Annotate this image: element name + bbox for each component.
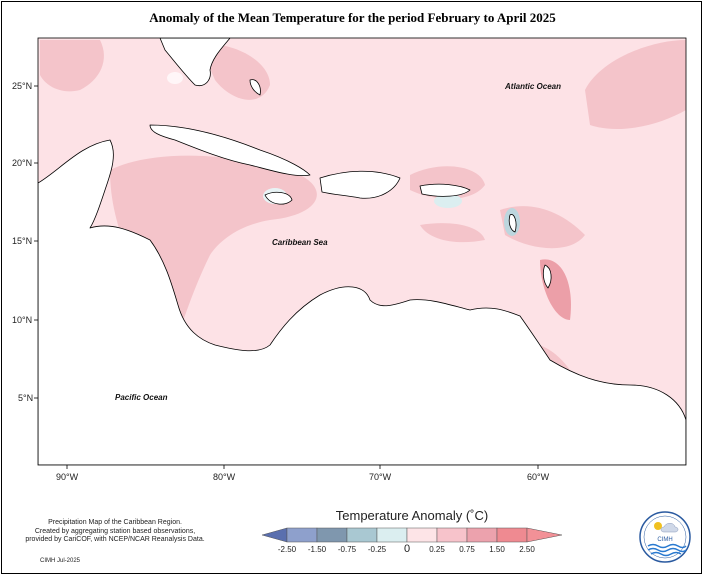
svg-text:CIMH: CIMH xyxy=(657,537,672,543)
lat-tick-10: 10°N xyxy=(12,315,33,325)
legend-title: Temperature Anomaly (˚C) xyxy=(335,508,489,523)
cuba-land xyxy=(149,124,311,177)
lat-tick-25: 25°N xyxy=(12,81,33,91)
colorbar-tick: 1.50 xyxy=(489,545,505,554)
map-title: Anomaly of the Mean Temperature for the … xyxy=(149,10,556,25)
colorbar-segment-5 xyxy=(376,527,408,543)
credits-text: Precipitation Map of the Caribbean Regio… xyxy=(25,519,205,543)
warm-anomaly-gulf xyxy=(40,40,104,92)
colorbar-tick: -0.75 xyxy=(337,545,357,554)
lat-tick-5: 5°N xyxy=(18,393,34,403)
lon-tick-90: 90°W xyxy=(56,472,79,482)
colorbar-tick: 0.25 xyxy=(429,545,445,554)
bahamas-land xyxy=(249,79,261,96)
credits-date: CIMH Jul-2025 xyxy=(40,558,81,564)
cimh-logo-icon: CIMH xyxy=(639,511,691,563)
warm-anomaly-lesser-antilles xyxy=(500,206,585,249)
colorbar-segment-2 xyxy=(286,527,318,543)
lon-tick-70: 70°W xyxy=(369,472,392,482)
warm-anomaly-east-caribbean xyxy=(420,223,485,243)
central-south-america-land xyxy=(38,139,686,465)
colorbar-tick: 2.50 xyxy=(519,545,535,554)
colorbar-segment-9 xyxy=(496,527,528,543)
colorbar-tick: -1.50 xyxy=(307,545,327,554)
pacific-ocean-label: Pacific Ocean xyxy=(115,393,168,402)
colorbar-tick: 0 xyxy=(403,543,411,555)
cool-anomaly-hispaniola xyxy=(434,194,462,208)
colorbar-tick: 0.75 xyxy=(459,545,475,554)
cool-anomaly-florida xyxy=(167,72,183,84)
colorbar-tick: -2.50 xyxy=(277,545,297,554)
colorbar-segment-1 xyxy=(261,527,288,543)
colorbar xyxy=(261,527,563,543)
hispaniola-land xyxy=(319,170,401,199)
colorbar-tick: -0.25 xyxy=(367,545,387,554)
colorbar-segment-8 xyxy=(466,527,498,543)
jamaica-land xyxy=(264,191,293,205)
trinidad-land xyxy=(542,264,552,289)
lat-tick-15: 15°N xyxy=(12,236,33,246)
colorbar-segment-7 xyxy=(436,527,468,543)
guadeloupe-land xyxy=(508,214,517,233)
colorbar-segment-4 xyxy=(346,527,378,543)
atlantic-ocean-label: Atlantic Ocean xyxy=(505,82,562,91)
warm-anomaly-atlantic xyxy=(585,40,686,130)
florida-land xyxy=(159,38,231,87)
lon-tick-60: 60°W xyxy=(527,472,550,482)
colorbar-segment-6 xyxy=(406,527,438,543)
puerto-rico-land xyxy=(419,183,471,197)
caribbean-sea-label: Caribbean Sea xyxy=(272,238,328,247)
map-border xyxy=(37,37,687,466)
colorbar-segment-10 xyxy=(526,527,563,543)
colorbar-segment-3 xyxy=(316,527,348,543)
lat-tick-20: 20°N xyxy=(12,158,33,168)
lon-tick-80: 80°W xyxy=(213,472,236,482)
